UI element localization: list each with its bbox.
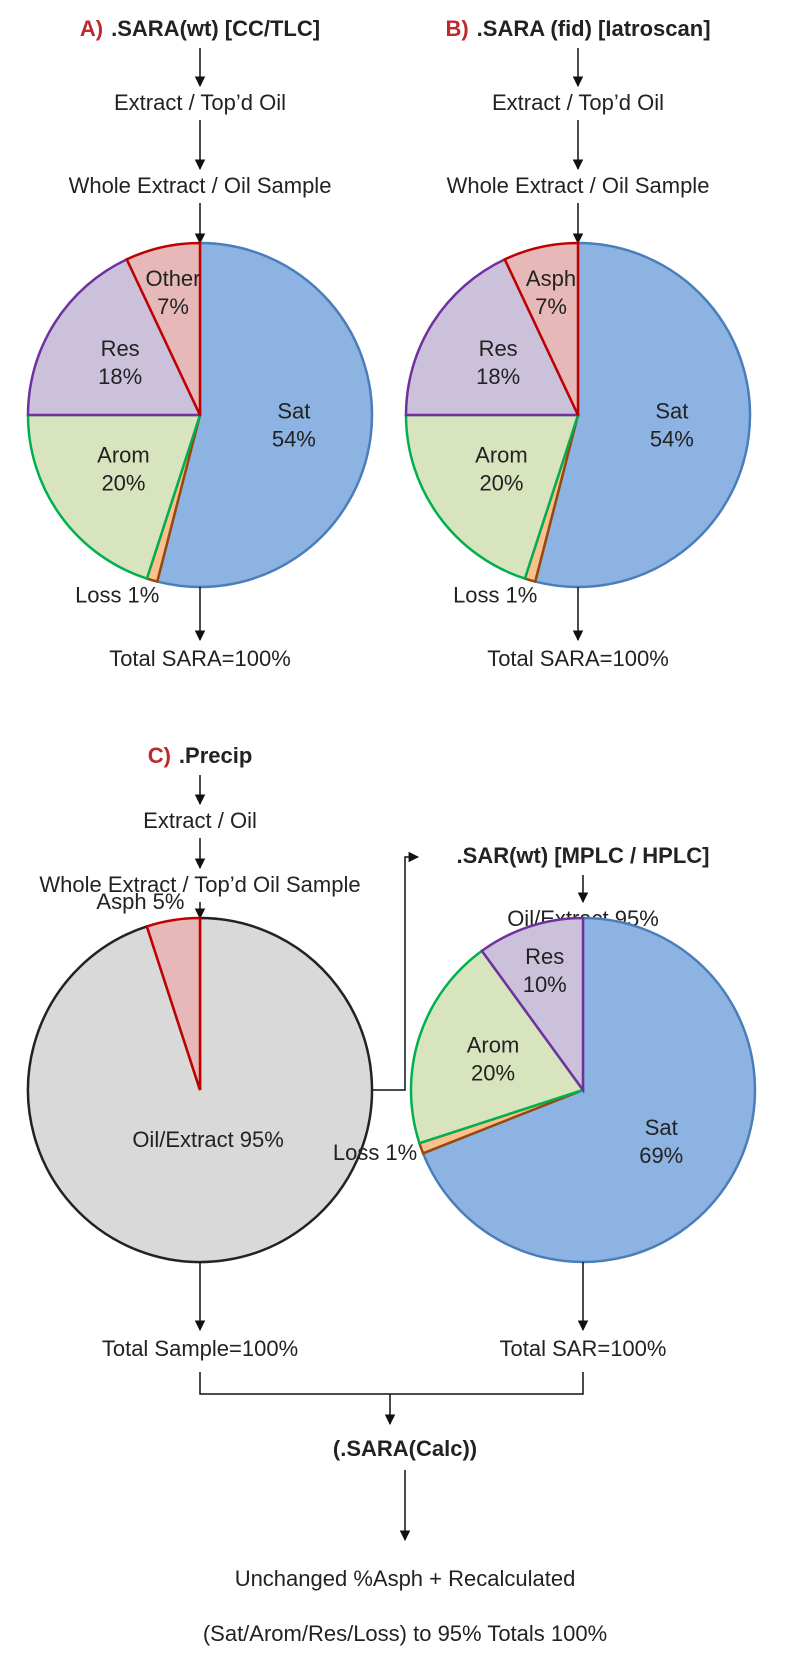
panel-title-text: .SAR(wt) [MPLC / HPLC]	[457, 843, 710, 868]
calc-title: (.SARA(Calc))	[333, 1436, 477, 1461]
panel-title-text: .SARA(wt) [CC/TLC]	[111, 16, 320, 41]
slice-value: 1%	[385, 1140, 417, 1165]
slice-label: Loss 1%	[333, 1140, 417, 1165]
slice-label: Asph 5%	[96, 889, 184, 914]
slice-category: Res	[101, 336, 140, 361]
slice-label: Loss 1%	[453, 583, 537, 608]
pie-slice	[404, 257, 580, 417]
slice-category: Asph	[96, 889, 146, 914]
pie-slice	[404, 413, 580, 581]
slice-category: Loss	[333, 1140, 379, 1165]
pie-slice	[480, 916, 585, 1094]
slice-value: 18%	[98, 364, 142, 389]
pie-slice	[125, 241, 202, 416]
flow-step: Extract / Top’d Oil	[114, 90, 286, 115]
panel-label: B)	[445, 16, 468, 41]
pie-slice	[533, 241, 752, 589]
pie-slice	[155, 241, 374, 589]
slice-value: 69%	[639, 1143, 683, 1168]
slice-value: 10%	[523, 972, 567, 997]
slice-category: Oil/Extract	[132, 1127, 233, 1152]
panel-label: C)	[148, 743, 171, 768]
pie-slice	[409, 949, 586, 1145]
slice-value: 20%	[479, 470, 523, 495]
slice-category: Sat	[645, 1115, 678, 1140]
bracket	[199, 1372, 584, 1395]
pie-slice	[26, 413, 202, 581]
pie-slice	[503, 241, 580, 416]
slice-value: 54%	[272, 427, 316, 452]
slice-category: Sat	[277, 399, 310, 424]
slice-value: 7%	[157, 294, 189, 319]
panel-label: A)	[80, 16, 103, 41]
flow-step: Extract / Top’d Oil	[492, 90, 664, 115]
flow-step: Whole Extract / Oil Sample	[447, 173, 710, 198]
slice-value: 5%	[153, 889, 185, 914]
slice-category: Loss	[75, 583, 121, 608]
slice-category: Res	[525, 944, 564, 969]
flow-step: Extract / Oil	[143, 808, 257, 833]
total-label: Total Sample=100%	[102, 1336, 298, 1361]
slice-category: Other	[145, 266, 200, 291]
slice-category: Arom	[467, 1033, 520, 1058]
pie-slice	[26, 257, 202, 417]
slice-value: 54%	[650, 427, 694, 452]
total-label: Total SAR=100%	[500, 1336, 667, 1361]
total-label: Total SARA=100%	[487, 646, 669, 671]
panel-title-text: .Precip	[179, 743, 252, 768]
panel-title-text: .SARA (fid) [Iatroscan]	[477, 16, 711, 41]
pie-slice	[145, 916, 202, 1091]
pie-slice	[26, 916, 374, 1264]
slice-category: Res	[479, 336, 518, 361]
slice-value: 20%	[471, 1061, 515, 1086]
slice-category: Arom	[475, 442, 528, 467]
calc-line: (Sat/Arom/Res/Loss) to 95% Totals 100%	[203, 1621, 607, 1646]
panel-title: A) .SARA(wt) [CC/TLC]	[80, 16, 320, 41]
panel-title: B) .SARA (fid) [Iatroscan]	[445, 16, 710, 41]
pie-slice	[421, 916, 757, 1264]
flow-step: Whole Extract / Oil Sample	[69, 173, 332, 198]
slice-category: Loss	[453, 583, 499, 608]
slice-label: Loss 1%	[75, 583, 159, 608]
slice-category: Asph	[526, 266, 576, 291]
panel-title: .SAR(wt) [MPLC / HPLC]	[457, 843, 710, 868]
slice-value: 1%	[506, 583, 538, 608]
slice-category: Arom	[97, 442, 150, 467]
slice-category: Sat	[655, 399, 688, 424]
flow-step: Whole Extract / Top’d Oil Sample	[39, 872, 360, 897]
slice-value: 18%	[476, 364, 520, 389]
slice-value: 20%	[101, 470, 145, 495]
connector	[372, 851, 420, 1091]
slice-value: 95%	[240, 1127, 284, 1152]
total-label: Total SARA=100%	[109, 646, 291, 671]
panel-title: C) .Precip	[148, 743, 253, 768]
calc-line: Unchanged %Asph + Recalculated	[235, 1566, 576, 1591]
slice-label: Oil/Extract 95%	[132, 1127, 284, 1152]
slice-value: 7%	[535, 294, 567, 319]
slice-value: 1%	[128, 583, 160, 608]
